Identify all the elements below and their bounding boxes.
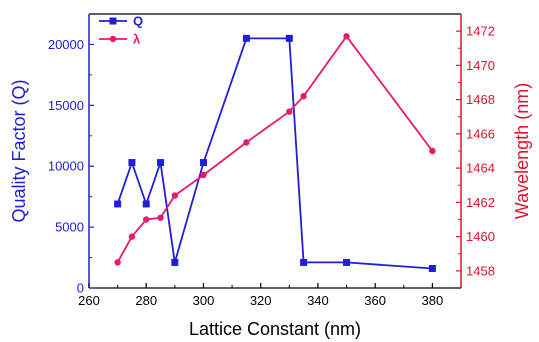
right-y-axis-title: Wavelength (nm) — [512, 83, 532, 219]
left-y-tick-label: 20000 — [48, 37, 84, 52]
q-data-point — [300, 258, 308, 266]
right-y-tick-label: 1472 — [466, 24, 495, 39]
left-y-axis-title: Quality Factor (Q) — [9, 79, 29, 222]
x-tick-label: 300 — [193, 293, 215, 308]
q-data-point — [285, 34, 293, 42]
legend: Qλ — [99, 14, 143, 47]
legend-label: Q — [133, 14, 143, 29]
left-y-axis-ticks: 0 5000 10000 15000 20000 — [48, 37, 94, 296]
left-y-tick-label: 5000 — [55, 220, 84, 235]
plot-frame — [88, 13, 462, 289]
x-tick-label: 280 — [135, 293, 157, 308]
lambda-data-point — [343, 33, 350, 40]
q-data-point — [242, 34, 250, 42]
series-line-lambda — [116, 34, 434, 263]
right-y-tick-label: 1458 — [466, 263, 495, 278]
lambda-data-point — [143, 216, 150, 223]
legend-marker — [109, 17, 117, 25]
right-y-tick-label: 1468 — [466, 92, 495, 107]
x-tick-label: 260 — [78, 293, 100, 308]
lambda-data-point — [429, 147, 436, 155]
right-y-tick-label: 1470 — [466, 58, 495, 73]
left-y-tick-label: 0 — [77, 281, 84, 296]
right-y-tick-label: 1462 — [466, 195, 495, 210]
lambda-data-point — [286, 108, 293, 115]
lambda-data-point — [157, 214, 164, 221]
series-line-q — [116, 37, 433, 270]
q-data-point — [157, 159, 165, 167]
lambda-data-point — [200, 171, 207, 179]
series-layer — [114, 33, 436, 273]
x-tick-label: 320 — [250, 293, 272, 308]
x-tick-label: 360 — [364, 293, 386, 308]
legend-label: λ — [133, 32, 141, 47]
left-y-tick-label: 10000 — [48, 159, 84, 174]
q-data-point — [142, 200, 150, 208]
right-y-tick-label: 1466 — [466, 126, 495, 141]
x-axis-title: Lattice Constant (nm) — [189, 319, 361, 339]
x-tick-label: 380 — [422, 293, 444, 308]
x-axis-ticks: 260 280 300 320 340 360 380 — [78, 283, 443, 308]
lambda-data-point — [114, 259, 121, 266]
q-data-point — [171, 258, 179, 266]
q-data-point — [343, 258, 351, 266]
left-y-tick-label: 15000 — [48, 98, 84, 113]
lambda-data-point — [128, 233, 136, 240]
right-y-tick-label: 1464 — [466, 161, 495, 176]
x-tick-label: 340 — [307, 293, 329, 308]
lambda-data-point — [300, 93, 307, 100]
lambda-data-point — [171, 192, 179, 199]
q-data-point — [428, 265, 436, 273]
lambda-data-point — [243, 139, 250, 146]
q-data-point — [199, 159, 207, 167]
q-data-point — [114, 200, 122, 208]
legend-marker — [109, 35, 117, 43]
right-y-axis-ticks: 1458 1460 1462 1464 1466 1468 1470 1472 — [456, 24, 495, 278]
q-data-point — [128, 159, 136, 167]
right-y-tick-label: 1460 — [466, 229, 495, 244]
